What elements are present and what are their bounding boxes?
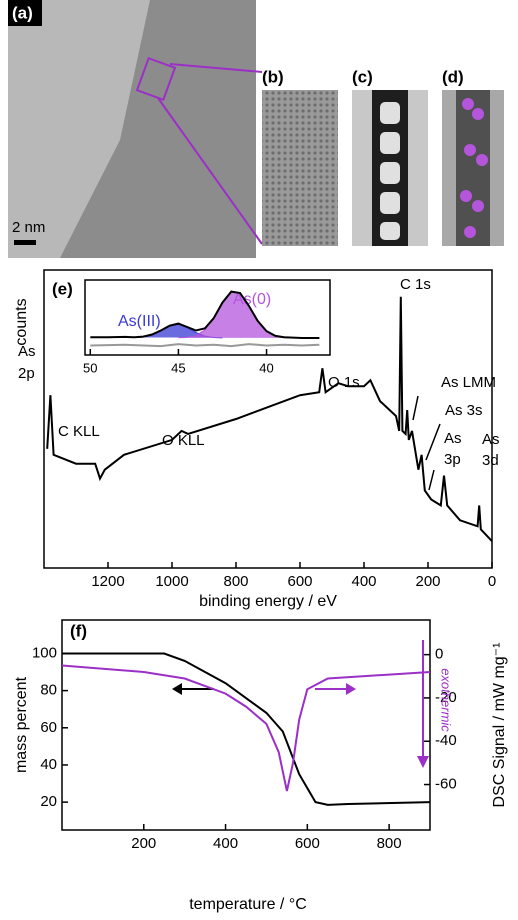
annotation: 3d: [482, 452, 499, 469]
x-axis-label: binding energy / eV: [199, 593, 337, 610]
arrowhead: [417, 756, 429, 768]
annotation: As: [482, 431, 500, 448]
series-label: As(III): [118, 313, 161, 330]
series-line: [90, 343, 320, 348]
y-tick-label: 100: [32, 644, 57, 661]
y2-tick-label: -40: [435, 732, 457, 749]
annotation: As 3s: [445, 402, 483, 419]
annotation: 2p: [18, 365, 35, 382]
y2-tick-label: -20: [435, 689, 457, 706]
series-line: [90, 290, 320, 339]
x-tick-label: 600: [287, 573, 312, 590]
image-b: [262, 90, 338, 246]
label-bg: [8, 0, 42, 26]
annotation: exothermic: [439, 668, 454, 732]
y-tick-label: 60: [40, 719, 57, 736]
nanotube-bundle: [60, 0, 256, 258]
y-tick-label: 40: [40, 756, 57, 773]
x-tick-label: 40: [259, 360, 273, 375]
x-tick-label: 45: [171, 360, 185, 375]
panel-label: (f): [70, 621, 87, 640]
panel-label: (b): [262, 67, 284, 86]
x-tick-label: 800: [223, 573, 248, 590]
plot-frame: [43, 269, 493, 569]
annotation: O KLL: [162, 432, 205, 449]
zoom-line: [157, 97, 263, 245]
zoom-box: [135, 56, 177, 102]
x-tick-label: 50: [83, 360, 97, 375]
panel-label: (e): [52, 279, 73, 298]
x-tick-label: 200: [415, 573, 440, 590]
annotation: As: [18, 343, 36, 360]
x-tick-label: 0: [488, 573, 496, 590]
x-tick-label: 400: [351, 573, 376, 590]
arrows: [412, 395, 441, 491]
annotation: 3p: [444, 451, 461, 468]
y-tick-label: 20: [40, 793, 57, 810]
y-tick-label: 80: [40, 682, 57, 699]
scale-label: 2 nm: [12, 219, 45, 236]
panel-label: (c): [352, 67, 373, 86]
annotation: C 1s: [400, 276, 431, 293]
series-line: [46, 296, 493, 542]
x-tick-label: 800: [377, 835, 402, 852]
panel-label: (d): [442, 67, 464, 86]
plot-frame: [61, 619, 431, 831]
x-axis-label: temperature / °C: [189, 896, 307, 913]
arrowhead: [172, 683, 182, 695]
y2-tick-label: 0: [435, 646, 443, 663]
annotation: C KLL: [58, 423, 100, 440]
annotation: As: [444, 430, 462, 447]
y2-axis-label: DSC Signal / mW mg⁻¹: [491, 643, 508, 808]
x-tick-label: 600: [295, 835, 320, 852]
annotation: O 1s: [328, 374, 360, 391]
x-tick-label: 400: [213, 835, 238, 852]
x-tick-label: 1000: [155, 573, 188, 590]
x-tick-label: 1200: [91, 573, 124, 590]
x-tick-label: 200: [131, 835, 156, 852]
panel-label: (a): [12, 3, 33, 22]
series-line: [62, 652, 431, 806]
y-axis-label: counts: [13, 298, 30, 345]
plot-frame: [84, 279, 331, 356]
image-d-atoms: [460, 98, 488, 238]
scale-bar: [14, 240, 36, 245]
fit-area: [178, 291, 293, 338]
annotation: As LMM: [441, 374, 496, 391]
zoom-line: [169, 63, 263, 73]
y-axis-label: mass percent: [13, 676, 30, 773]
arrowhead: [346, 683, 356, 695]
y2-tick-label: -60: [435, 776, 457, 793]
image-c-spots: [380, 102, 400, 240]
series-line: [61, 664, 431, 792]
